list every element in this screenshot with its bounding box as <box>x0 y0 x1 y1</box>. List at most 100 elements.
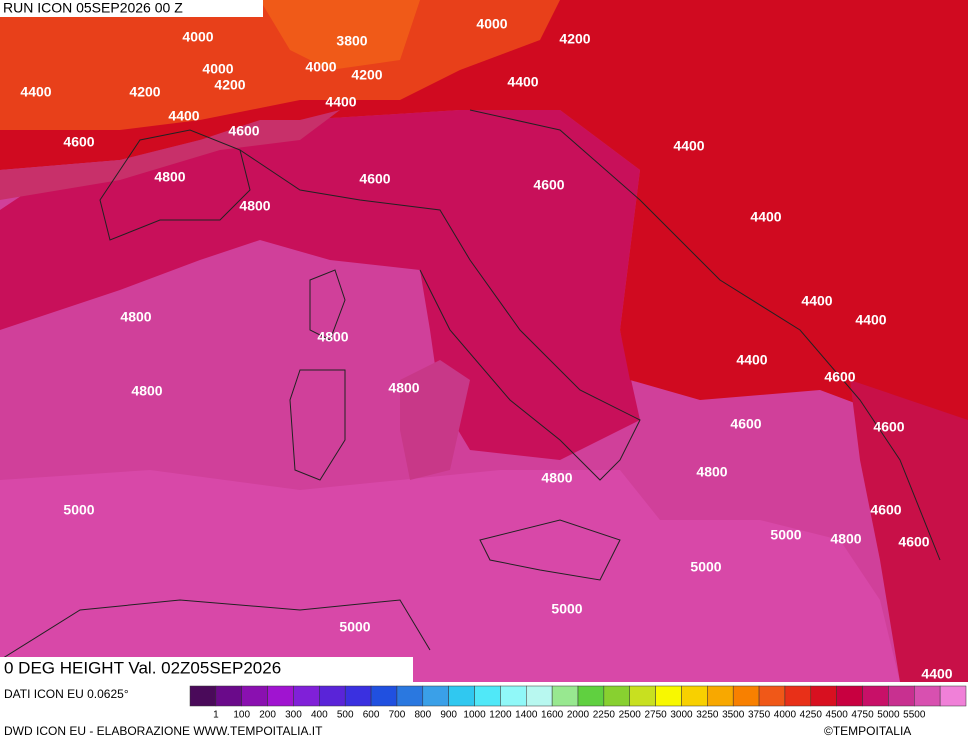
colorbar-swatch <box>189 685 217 707</box>
contour-label: 5000 <box>770 527 801 543</box>
colorbar-label: 1600 <box>541 710 564 721</box>
colorbar-label: 1 <box>213 710 219 721</box>
contour-label: 4400 <box>168 108 199 124</box>
transition-zone <box>0 110 340 200</box>
contour-label: 4000 <box>476 16 507 32</box>
colorbar-swatch <box>707 685 734 707</box>
colorbar-label: 3750 <box>748 710 771 721</box>
contour-label: 4600 <box>533 177 564 193</box>
contour-label: 4200 <box>129 84 160 100</box>
contour-label: 4400 <box>736 352 767 368</box>
contour-label: 4800 <box>154 169 185 185</box>
contour-label: 4600 <box>873 419 904 435</box>
colorbar-swatch <box>422 685 449 707</box>
colorbar-label: 3250 <box>696 710 719 721</box>
colorbar-swatch <box>655 685 682 707</box>
colorbar-swatch <box>293 685 320 707</box>
colorbar-label: 4250 <box>800 710 823 721</box>
contour-label: 4400 <box>801 293 832 309</box>
colorbar-label: 900 <box>440 710 457 721</box>
colorbar-label: 3000 <box>670 710 693 721</box>
contour-label: 4800 <box>317 329 348 345</box>
red-zone <box>0 0 968 460</box>
colorbar-label: 400 <box>311 710 328 721</box>
colorbar-swatch <box>784 685 812 707</box>
islands <box>289 269 346 481</box>
contour-label: 4600 <box>63 134 94 150</box>
colorbar-label: 4000 <box>774 710 797 721</box>
contour-label: 4600 <box>228 123 259 139</box>
colorbar-swatch <box>370 685 398 707</box>
contour-label: 4600 <box>824 369 855 385</box>
colorbar-swatch <box>344 685 372 707</box>
colorbar-label: 300 <box>285 710 302 721</box>
contour-label: 4400 <box>750 209 781 225</box>
crimson-zone <box>0 110 640 460</box>
colorbar-swatch <box>914 685 941 707</box>
colorbar-swatch <box>888 685 915 707</box>
contour-label: 4200 <box>351 67 382 83</box>
orange-zone <box>0 0 560 130</box>
colorbar-label: 500 <box>337 710 354 721</box>
run-label: RUN ICON 05SEP2026 00 Z <box>3 0 183 16</box>
colorbar-swatch <box>319 685 346 707</box>
copyright-label: ©TEMPOITALIA <box>824 724 911 738</box>
contour-label: 4600 <box>359 171 390 187</box>
colorbar-label: 2250 <box>593 710 616 721</box>
contour-label: 4200 <box>214 77 245 93</box>
colorbar-swatch <box>862 685 889 707</box>
colorbar-label: 5500 <box>903 710 926 721</box>
alps-zone <box>260 0 420 70</box>
colorbar-swatch <box>810 685 837 707</box>
contour-label: 4400 <box>20 84 51 100</box>
colorbar: 1 100 200 300 400 500 600 700 800 900 1000 1200 1400… <box>189 685 967 721</box>
contour-label: 4800 <box>388 380 419 396</box>
colorbar-swatch <box>267 685 294 707</box>
contour-label: 4800 <box>131 383 162 399</box>
colorbar-label: 600 <box>363 710 380 721</box>
colorbar-label: 1000 <box>463 710 486 721</box>
contour-label: 4400 <box>325 94 356 110</box>
colorbar-label: 3500 <box>722 710 745 721</box>
coastline <box>239 149 641 481</box>
colorbar-swatch <box>758 685 786 707</box>
colorbar-swatch <box>732 685 760 707</box>
source-label: DATI ICON EU 0.0625° <box>4 687 129 701</box>
colorbar-label: 1200 <box>489 710 512 721</box>
colorbar-swatch <box>629 685 656 707</box>
contour-label: 4400 <box>921 666 952 682</box>
contour-label: 4800 <box>239 198 270 214</box>
colorbar-swatch <box>396 685 424 707</box>
colorbar-swatch <box>215 685 242 707</box>
contour-label: 4200 <box>559 31 590 47</box>
contour-label: 4400 <box>507 74 538 90</box>
field-label: 0 DEG HEIGHT Val. 02Z05SEP2026 <box>4 658 281 677</box>
south-zone <box>0 470 900 682</box>
africa-coast <box>0 599 431 661</box>
colorbar-swatch <box>448 685 475 707</box>
colorbar-swatch <box>241 685 268 707</box>
contour-label: 4800 <box>830 531 861 547</box>
colorbar-label: 800 <box>414 710 431 721</box>
run-box <box>0 0 263 17</box>
east-zone <box>850 380 968 682</box>
coastline <box>99 129 251 241</box>
tyrrhenian-zone <box>400 360 470 480</box>
colorbar-swatch <box>577 685 605 707</box>
colorbar-label: 4500 <box>826 710 849 721</box>
contour-label: 4600 <box>898 534 929 550</box>
colorbar-label: 4750 <box>851 710 874 721</box>
contour-label: 4400 <box>673 138 704 154</box>
colorbar-label: 100 <box>233 710 250 721</box>
contour-label: 4600 <box>730 416 761 432</box>
contour-label: 5000 <box>339 619 370 635</box>
contour-label: 5000 <box>690 559 721 575</box>
colorbar-label: 2500 <box>619 710 642 721</box>
contour-label: 4800 <box>120 309 151 325</box>
colorbar-label: 5000 <box>877 710 900 721</box>
colorbar-swatch <box>526 685 553 707</box>
contour-label: 5000 <box>551 601 582 617</box>
